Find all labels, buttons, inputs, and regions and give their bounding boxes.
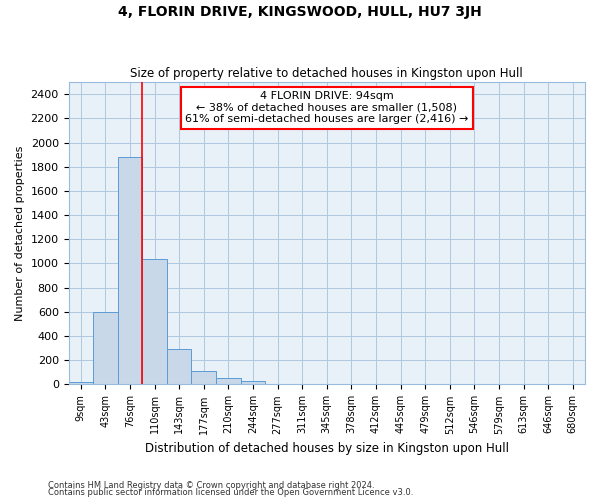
Bar	[216, 378, 241, 384]
Bar	[191, 370, 216, 384]
Y-axis label: Number of detached properties: Number of detached properties	[15, 146, 25, 321]
Text: 4, FLORIN DRIVE, KINGSWOOD, HULL, HU7 3JH: 4, FLORIN DRIVE, KINGSWOOD, HULL, HU7 3J…	[118, 5, 482, 19]
Text: Contains public sector information licensed under the Open Government Licence v3: Contains public sector information licen…	[48, 488, 413, 497]
Bar	[142, 260, 167, 384]
Text: Contains HM Land Registry data © Crown copyright and database right 2024.: Contains HM Land Registry data © Crown c…	[48, 480, 374, 490]
Title: Size of property relative to detached houses in Kingston upon Hull: Size of property relative to detached ho…	[130, 66, 523, 80]
Bar	[167, 350, 191, 384]
Bar	[241, 381, 265, 384]
Bar	[68, 382, 93, 384]
Text: 4 FLORIN DRIVE: 94sqm
← 38% of detached houses are smaller (1,508)
61% of semi-d: 4 FLORIN DRIVE: 94sqm ← 38% of detached …	[185, 91, 469, 124]
Bar	[93, 312, 118, 384]
X-axis label: Distribution of detached houses by size in Kingston upon Hull: Distribution of detached houses by size …	[145, 442, 509, 455]
Bar	[118, 157, 142, 384]
